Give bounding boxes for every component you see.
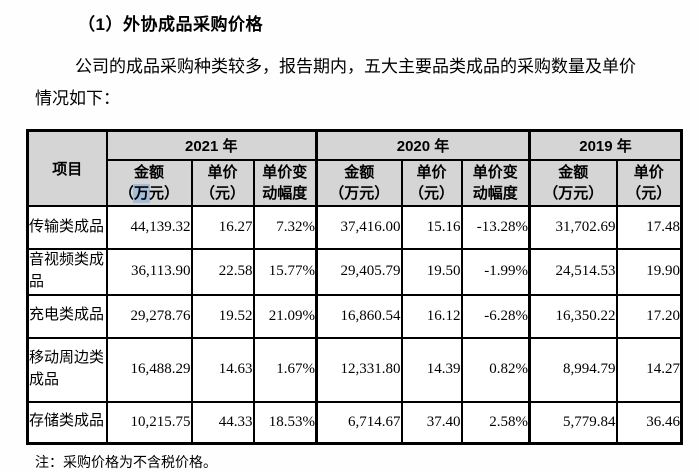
table-cell: 7.32% (252, 205, 318, 250)
table-cell: 36,113.90 (105, 248, 193, 296)
col-header-change-2020: 单价变 动幅度 (460, 159, 531, 207)
table-cell: 0.82% (460, 336, 531, 403)
table-cell: -1.99% (460, 248, 531, 296)
table-header-row-years: 项目 2021 年 2020 年 2019 年 (26, 129, 683, 207)
table-row: 移动周边类成品 16,488.29 14.63 1.67% 12,331.80 … (26, 336, 683, 403)
table-cell: 17.20 (615, 293, 683, 339)
table-footnote: 注：采购价格为不含税价格。 (35, 456, 217, 471)
col-header-amount-2019: 金额 （万元） (528, 159, 618, 207)
table-cell: 17.48 (615, 205, 683, 250)
table-cell: 37,416.00 (315, 205, 403, 250)
table-cell: 16.12 (400, 293, 463, 339)
table-cell: 29,405.79 (315, 248, 403, 296)
table-cell: 15.16 (400, 205, 463, 250)
section-heading: （1）外协成品采购价格 (78, 15, 263, 34)
table-cell: 6,714.67 (315, 400, 403, 445)
table-cell: 8,994.79 (528, 336, 618, 403)
table-cell: 15.77% (252, 248, 318, 296)
col-header-change-2021: 单价变 动幅度 (252, 159, 318, 207)
row-label: 移动周边类成品 (26, 336, 108, 403)
paragraph-line-1: 公司的成品采购种类较多，报告期内，五大主要品类成品的采购数量及单价 (75, 57, 636, 76)
table-cell: 12,331.80 (315, 336, 403, 403)
year-header-2019: 2019 年 (528, 129, 683, 161)
table-cell: 1.67% (252, 336, 318, 403)
table-cell: 22.58 (190, 248, 255, 296)
procurement-price-table: 项目 2021 年 2020 年 2019 年 金额 （万元） 单价 （元） 单价… (26, 129, 684, 445)
table-cell: 19.90 (615, 248, 683, 296)
table-cell: 14.39 (400, 336, 463, 403)
table-cell: 21.09% (252, 293, 318, 339)
year-header-2020: 2020 年 (315, 129, 531, 161)
table-cell: 16,488.29 (105, 336, 193, 403)
row-label: 传输类成品 (26, 205, 108, 250)
col-header-unitprice-2020: 单价 （元） (400, 159, 463, 207)
col-header-amount-2021: 金额 （万元） (105, 159, 193, 207)
row-label: 存储类成品 (26, 400, 108, 445)
row-label: 音视频类成品 (26, 248, 108, 296)
table-cell: 5,779.84 (528, 400, 618, 445)
table-cell: 18.53% (252, 400, 318, 445)
paragraph-line-2: 情况如下： (35, 89, 120, 108)
table-cell: 19.50 (400, 248, 463, 296)
table-cell: 16,860.54 (315, 293, 403, 339)
table-cell: 29,278.76 (105, 293, 193, 339)
table-cell: 16,350.22 (528, 293, 618, 339)
table-cell: 31,702.69 (528, 205, 618, 250)
table-cell: -13.28% (460, 205, 531, 250)
table-row: 传输类成品 44,139.32 16.27 7.32% 37,416.00 15… (26, 205, 683, 250)
table-cell: 24,514.53 (528, 248, 618, 296)
table-cell: 36.46 (615, 400, 683, 445)
table-row: 音视频类成品 36,113.90 22.58 15.77% 29,405.79 … (26, 248, 683, 296)
table-cell: -6.28% (460, 293, 531, 339)
table-cell: 19.52 (190, 293, 255, 339)
col-header-unitprice-2019: 单价 （元） (615, 159, 683, 207)
row-label: 充电类成品 (26, 293, 108, 339)
col-header-item: 项目 (26, 129, 108, 207)
table-cell: 10,215.75 (105, 400, 193, 445)
col-header-unitprice-2021: 单价 （元） (190, 159, 255, 207)
table-row: 充电类成品 29,278.76 19.52 21.09% 16,860.54 1… (26, 293, 683, 339)
col-header-amount-2020: 金额 （万元） (315, 159, 403, 207)
table-cell: 44.33 (190, 400, 255, 445)
year-header-2021: 2021 年 (105, 129, 318, 161)
table-cell: 2.58% (460, 400, 531, 445)
table-cell: 14.63 (190, 336, 255, 403)
amount-header-paren-close: 元） (149, 185, 180, 202)
intro-paragraph: 公司的成品采购种类较多，报告期内，五大主要品类成品的采购数量及单价 情况如下： (26, 51, 698, 115)
selection-highlight: 万 (133, 185, 149, 202)
amount-header-line1: 金额 (133, 164, 164, 181)
table-cell: 16.27 (190, 205, 255, 250)
table-cell: 44,139.32 (105, 205, 193, 250)
table-row: 存储类成品 10,215.75 44.33 18.53% 6,714.67 37… (26, 400, 683, 445)
table-header-row-metrics: 金额 （万元） 单价 （元） 单价变 动幅度 金额 （万元） 单价 （元） 单价变… (28, 159, 683, 207)
table-cell: 37.40 (400, 400, 463, 445)
amount-header-paren-open: （ (118, 185, 134, 202)
table-cell: 14.27 (615, 336, 683, 403)
